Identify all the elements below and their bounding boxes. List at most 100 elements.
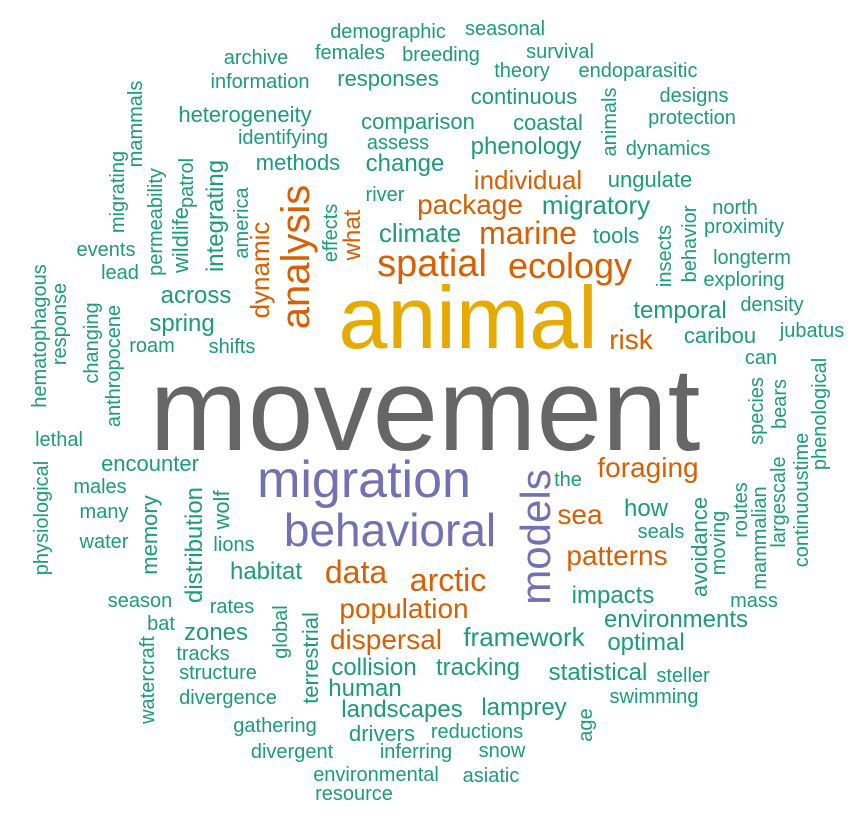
word-exploring: exploring [703, 269, 785, 291]
word-bat: bat [147, 613, 175, 635]
word-framework: framework [463, 622, 585, 652]
word-comparison: comparison [361, 109, 475, 134]
word-information: information [210, 71, 310, 93]
word-models: models [512, 469, 559, 605]
word-dynamics: dynamics [625, 138, 711, 160]
word-ecology: ecology [507, 245, 633, 286]
word-endoparasitic: endoparasitic [578, 60, 698, 82]
word-spatial: spatial [377, 243, 487, 285]
word-climate: climate [378, 218, 462, 248]
word-response: response [49, 282, 71, 366]
word-identifying: identifying [237, 127, 329, 149]
word-patrol: patrol [176, 157, 198, 209]
word-females: females [314, 42, 386, 64]
word-sea: sea [557, 499, 603, 530]
word-changing: changing [81, 302, 103, 384]
word-longterm: longterm [713, 247, 791, 269]
word-individual: individual [473, 165, 583, 195]
word-watercraft: watercraft [137, 636, 159, 724]
word-jubatus: jubatus [779, 320, 845, 342]
word-wildlife: wildlife [168, 206, 193, 274]
word-designs: designs [659, 85, 729, 107]
word-bears: bears [769, 378, 791, 430]
word-coastal: coastal [513, 110, 583, 135]
word-shifts: shifts [208, 336, 256, 358]
word-survival: survival [526, 41, 594, 63]
word-resource: resource [315, 783, 393, 805]
word-permeability: permeability [145, 168, 167, 276]
word-methods: methods [255, 150, 341, 175]
word-can: can [744, 347, 778, 369]
word-rates: rates [209, 596, 255, 618]
word-structure: structure [179, 662, 257, 684]
word-physiological: physiological [31, 460, 53, 576]
word-arctic: arctic [409, 562, 487, 598]
word-snow: snow [478, 740, 526, 762]
word-water: water [79, 531, 129, 553]
word-global: global [270, 605, 292, 659]
word-phenology: phenology [470, 133, 582, 160]
word-demographic: demographic [330, 21, 446, 43]
word-optimal: optimal [607, 629, 685, 656]
word-migration: migration [257, 451, 471, 509]
word-statistical: statistical [548, 659, 648, 686]
word-america: america [231, 187, 253, 259]
word-breeding: breeding [402, 44, 480, 66]
word-behavior: behavior [679, 205, 701, 283]
word-lethal: lethal [35, 429, 83, 451]
word-patterns: patterns [566, 540, 668, 571]
word-environmental: environmental [313, 764, 439, 786]
word-ungulate: ungulate [607, 167, 693, 192]
word-encounter: encounter [101, 451, 199, 476]
word-habitat: habitat [229, 558, 303, 585]
word-routes: routes [730, 482, 752, 538]
word-drivers: drivers [348, 721, 416, 746]
word-gathering: gathering [233, 715, 317, 737]
word-tracks: tracks [176, 643, 230, 665]
word-species: species [746, 377, 768, 445]
word-swimming: swimming [609, 686, 699, 708]
word-many: many [79, 501, 129, 523]
word-how: how [623, 495, 669, 522]
word-behavioral: behavioral [283, 504, 497, 556]
word-insects: insects [654, 224, 676, 288]
word-impacts: impacts [571, 582, 655, 609]
word-collision: collision [331, 654, 417, 681]
word-theory: theory [494, 60, 550, 82]
word-largescale: largescale [768, 456, 790, 548]
word-foraging: foraging [597, 452, 699, 483]
word-archive: archive [223, 47, 289, 69]
word-animal: animal [338, 268, 598, 367]
word-package: package [417, 189, 523, 220]
word-divergence: divergence [179, 687, 277, 709]
word-migratory: migratory [541, 190, 651, 220]
word-landscapes: landscapes [341, 696, 463, 723]
word-tools: tools [592, 223, 640, 248]
word-lamprey: lamprey [481, 694, 567, 721]
word-lead: lead [101, 262, 139, 284]
word-what: what [339, 209, 366, 261]
word-the: the [554, 469, 582, 491]
word-temporal: temporal [633, 297, 727, 324]
word-mass: mass [730, 590, 778, 612]
word-heterogeneity: heterogeneity [178, 102, 312, 127]
word-integrating: integrating [202, 159, 229, 273]
word-across: across [160, 282, 232, 309]
word-asiatic: asiatic [462, 765, 520, 787]
word-mammalian: mammalian [749, 486, 771, 590]
word-responses: responses [337, 66, 439, 91]
word-memory: memory [137, 495, 162, 575]
word-roam: roam [129, 335, 175, 357]
word-males: males [73, 476, 127, 498]
word-density: density [740, 294, 804, 316]
word-data: data [324, 554, 388, 590]
word-spring: spring [149, 310, 215, 337]
word-caribou: caribou [683, 323, 757, 348]
word-steller: steller [656, 665, 710, 687]
word-events: events [76, 239, 136, 261]
word-phenological: phenological [809, 357, 831, 471]
word-population: population [339, 593, 469, 624]
word-proximity: proximity [703, 216, 785, 238]
word-divergent: divergent [250, 741, 334, 763]
word-effects: effects [320, 203, 342, 263]
